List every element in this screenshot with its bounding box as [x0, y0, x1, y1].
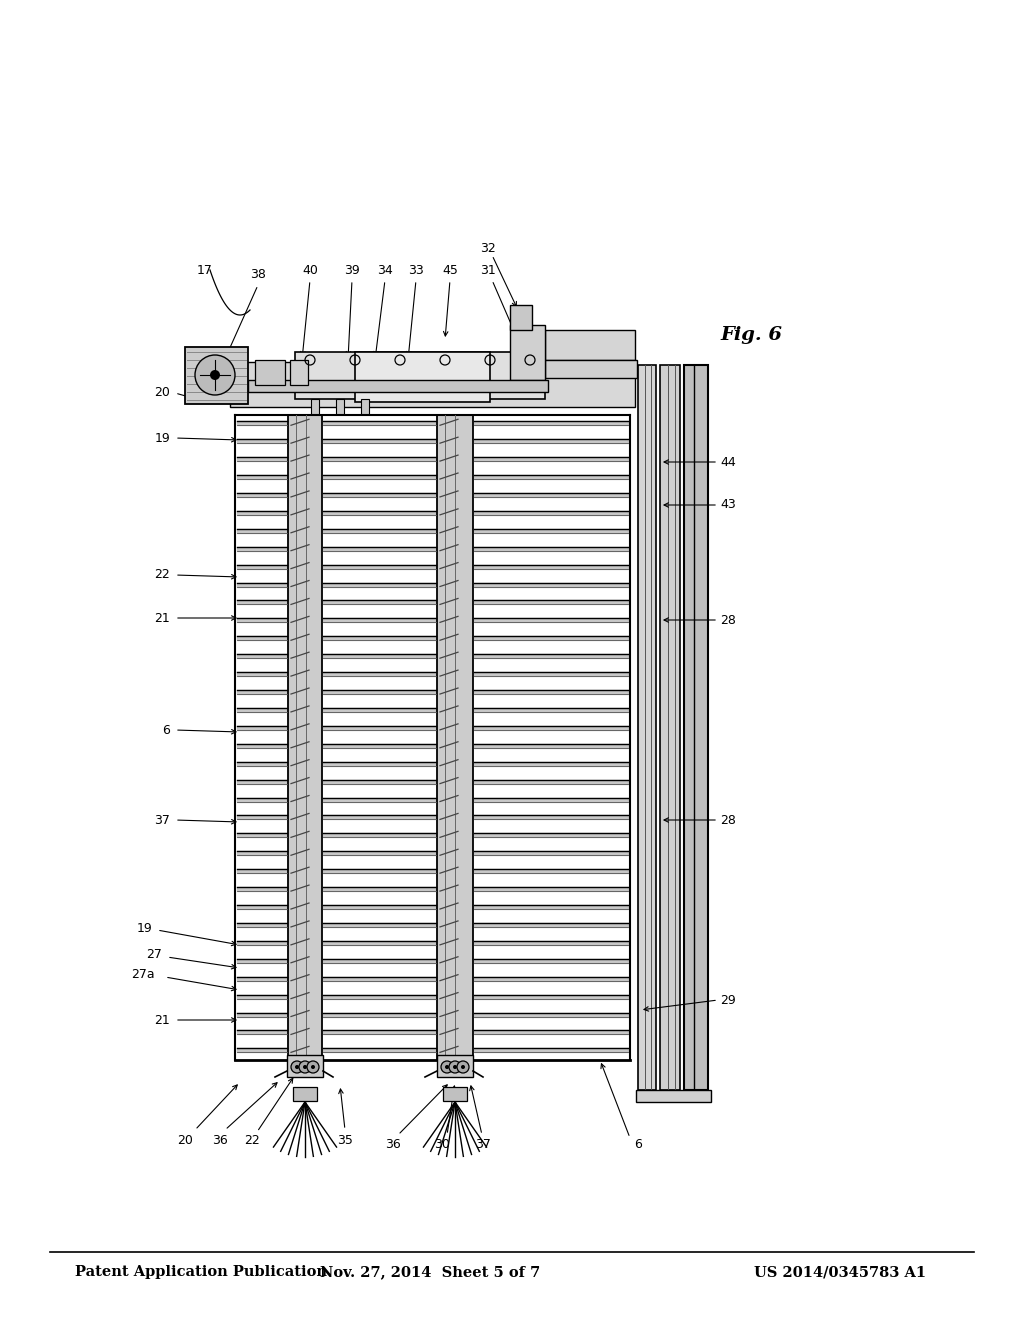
Text: 28: 28 [720, 614, 736, 627]
Bar [660, 366, 680, 1090]
Bar [248, 380, 548, 392]
Text: 30: 30 [434, 1138, 450, 1151]
Text: 33: 33 [409, 264, 424, 276]
Bar [545, 360, 637, 378]
Text: 22: 22 [155, 569, 170, 582]
Text: 35: 35 [337, 1134, 353, 1147]
Bar [255, 360, 285, 385]
Text: 21: 21 [155, 611, 170, 624]
Circle shape [195, 355, 234, 395]
Circle shape [299, 1061, 311, 1073]
Text: Fig. 6: Fig. 6 [720, 326, 782, 345]
Bar [437, 414, 473, 1060]
Circle shape [210, 370, 220, 380]
Bar [185, 347, 248, 404]
Bar [336, 399, 344, 414]
Bar [290, 360, 308, 385]
Text: 44: 44 [720, 455, 736, 469]
Text: 28: 28 [720, 813, 736, 826]
Bar [287, 1055, 323, 1077]
Circle shape [291, 1061, 303, 1073]
Bar [510, 325, 545, 380]
Text: 22: 22 [244, 1134, 260, 1147]
Text: 19: 19 [155, 432, 170, 445]
Text: 31: 31 [480, 264, 496, 276]
Text: 34: 34 [377, 264, 393, 276]
Bar [684, 366, 708, 1090]
Circle shape [441, 1061, 453, 1073]
Text: 39: 39 [344, 264, 359, 276]
Text: 32: 32 [480, 242, 496, 255]
Circle shape [449, 1061, 461, 1073]
Text: 17: 17 [197, 264, 213, 276]
Bar [636, 1090, 711, 1102]
Text: US 2014/0345783 A1: US 2014/0345783 A1 [754, 1265, 926, 1279]
Circle shape [311, 1065, 315, 1069]
Bar [230, 362, 635, 407]
Text: 27: 27 [146, 949, 162, 961]
Text: Nov. 27, 2014  Sheet 5 of 7: Nov. 27, 2014 Sheet 5 of 7 [319, 1265, 540, 1279]
Circle shape [461, 1065, 465, 1069]
Text: 45: 45 [442, 264, 458, 276]
Bar [293, 1086, 317, 1101]
Text: 6: 6 [634, 1138, 642, 1151]
Circle shape [457, 1061, 469, 1073]
Text: 40: 40 [302, 264, 317, 276]
Circle shape [453, 1065, 457, 1069]
Bar [510, 305, 532, 330]
Circle shape [445, 1065, 449, 1069]
Text: 20: 20 [155, 385, 170, 399]
Text: 41: 41 [408, 379, 423, 392]
Text: 29: 29 [720, 994, 736, 1006]
Bar [361, 399, 369, 414]
Text: 21: 21 [155, 1014, 170, 1027]
Bar [288, 414, 322, 1060]
Text: 43: 43 [720, 499, 736, 511]
Text: 20: 20 [177, 1134, 193, 1147]
Bar [437, 1055, 473, 1077]
Bar [638, 366, 656, 1090]
Bar [355, 352, 490, 403]
Text: 36: 36 [385, 1138, 400, 1151]
Text: 6: 6 [162, 723, 170, 737]
Circle shape [307, 1061, 319, 1073]
Bar [545, 330, 635, 360]
Text: 37: 37 [475, 1138, 490, 1151]
Bar [295, 352, 545, 399]
Text: 38: 38 [250, 268, 266, 281]
Circle shape [295, 1065, 299, 1069]
Bar [443, 1086, 467, 1101]
Text: Patent Application Publication: Patent Application Publication [75, 1265, 327, 1279]
Bar [311, 399, 319, 414]
Text: 37: 37 [155, 813, 170, 826]
Text: 36: 36 [212, 1134, 228, 1147]
Circle shape [303, 1065, 307, 1069]
Text: 19: 19 [136, 921, 152, 935]
Text: 27a: 27a [131, 969, 155, 982]
